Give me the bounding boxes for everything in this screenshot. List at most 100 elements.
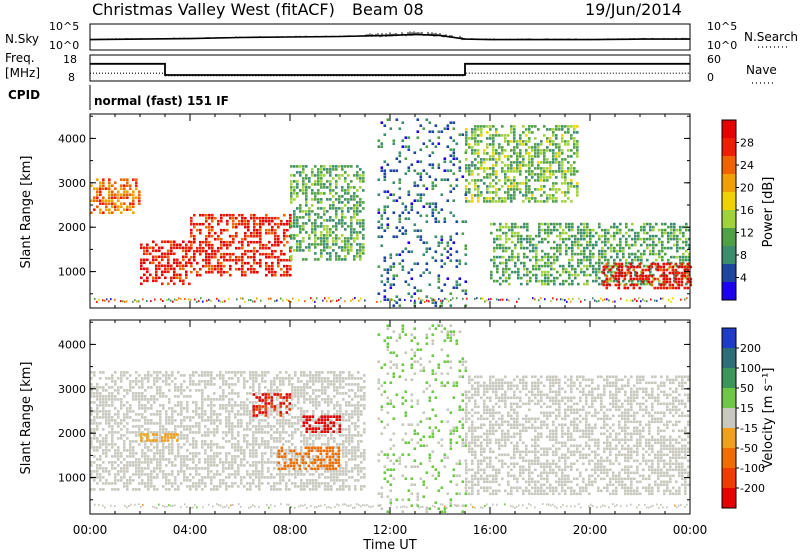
power-data-cell (356, 237, 359, 240)
power-data-cell (259, 261, 262, 265)
velocity-data-cell (183, 434, 186, 437)
power-data-cell (102, 184, 105, 187)
velocity-data-cell (141, 413, 144, 416)
velocity-data-cell (162, 392, 165, 395)
velocity-data-cell (189, 488, 192, 491)
power-data-cell (190, 270, 193, 274)
velocity-data-cell (237, 410, 240, 413)
power-data-cell (199, 231, 202, 235)
power-data-cell (531, 176, 534, 179)
velocity-data-cell (108, 416, 111, 419)
power-data-cell (604, 255, 607, 259)
velocity-data-cell (237, 413, 240, 416)
power-data-cell (176, 264, 179, 268)
power-data-cell (504, 176, 507, 179)
power-data-cell (146, 243, 149, 247)
power-data-cell (214, 267, 217, 271)
velocity-data-cell (252, 401, 255, 404)
power-data-cell (389, 169, 393, 172)
power-data-cell (277, 261, 280, 265)
power-data-cell (553, 282, 556, 286)
velocity-data-cell (261, 401, 264, 404)
velocity-data-cell (138, 380, 141, 383)
power-data-cell (658, 228, 661, 232)
power-data-cell (508, 228, 511, 232)
velocity-data-cell (147, 449, 150, 452)
velocity-data-cell (210, 407, 213, 410)
power-data-cell (434, 184, 438, 187)
power-data-cell (155, 270, 158, 274)
power-data-cell (477, 179, 480, 182)
velocity-data-cell (267, 446, 270, 449)
power-data-cell (140, 267, 143, 271)
power-data-cell (326, 243, 329, 246)
velocity-data-cell (177, 401, 180, 404)
power-data-cell (247, 234, 250, 238)
velocity-data-cell (144, 467, 147, 470)
power-data-cell (449, 154, 453, 157)
velocity-data-cell (189, 389, 192, 392)
velocity-data-cell (276, 473, 279, 476)
velocity-data-cell (195, 473, 198, 476)
power-data-cell (305, 174, 308, 177)
power-data-cell (646, 276, 649, 280)
power-data-cell (229, 240, 232, 244)
power-data-ground-cell (210, 299, 212, 302)
power-data-cell (185, 249, 188, 253)
velocity-data-cell (225, 485, 228, 488)
power-data-cell (507, 140, 510, 143)
velocity-data-cell (207, 458, 210, 461)
power-data-cell (483, 167, 486, 170)
power-data-cell (529, 243, 532, 247)
velocity-data-cell (183, 407, 186, 410)
power-data-cell (631, 228, 634, 232)
power-data-cell (464, 280, 468, 283)
power-data-cell (283, 228, 286, 232)
velocity-data-cell (282, 467, 285, 470)
power-data-cell (555, 137, 558, 140)
velocity-data-cell (243, 413, 246, 416)
power-data-cell (598, 267, 601, 271)
power-data-cell (465, 200, 468, 203)
power-data-cell (347, 210, 350, 213)
power-data-cell (271, 249, 274, 253)
power-data-cell (296, 183, 299, 186)
power-data-cell (356, 204, 359, 207)
power-data-cell (525, 170, 528, 173)
power-data-ground-cell (630, 299, 632, 302)
velocity-data-cell (249, 413, 252, 416)
power-data-cell (632, 286, 636, 290)
power-data-cell (335, 225, 338, 228)
power-data-cell (208, 240, 211, 244)
power-data-cell (356, 222, 359, 225)
velocity-data-cell (231, 389, 234, 392)
power-data-cell (688, 255, 691, 259)
velocity-data-cell (201, 476, 204, 479)
power-data-cell (434, 301, 438, 304)
power-data-cell (586, 240, 589, 244)
power-data-cell (635, 283, 639, 287)
power-data-cell (589, 237, 592, 241)
freq-right-tick-bottom: 0 (707, 71, 714, 84)
power-data-ground-cell (122, 300, 124, 303)
power-data-cell (507, 170, 510, 173)
power-data-cell (335, 252, 338, 255)
power-data-cell (662, 280, 666, 284)
power-data-cell (564, 176, 567, 179)
power-data-cell (280, 240, 283, 244)
power-data-cell (293, 222, 296, 225)
velocity-data-cell (237, 419, 240, 422)
velocity-data-cell (243, 476, 246, 479)
velocity-data-cell (96, 395, 99, 398)
power-data-cell (622, 234, 625, 238)
power-data-cell (416, 118, 420, 121)
power-data-ground-cell (170, 299, 172, 302)
velocity-data-cell (105, 437, 108, 440)
power-data-cell (176, 276, 179, 280)
power-data-cell (589, 234, 592, 238)
power-data-cell (546, 128, 549, 131)
power-data-ground-cell (668, 298, 670, 301)
power-data-cell (570, 182, 573, 185)
velocity-data-cell (222, 377, 225, 380)
power-data-cell (556, 276, 559, 280)
